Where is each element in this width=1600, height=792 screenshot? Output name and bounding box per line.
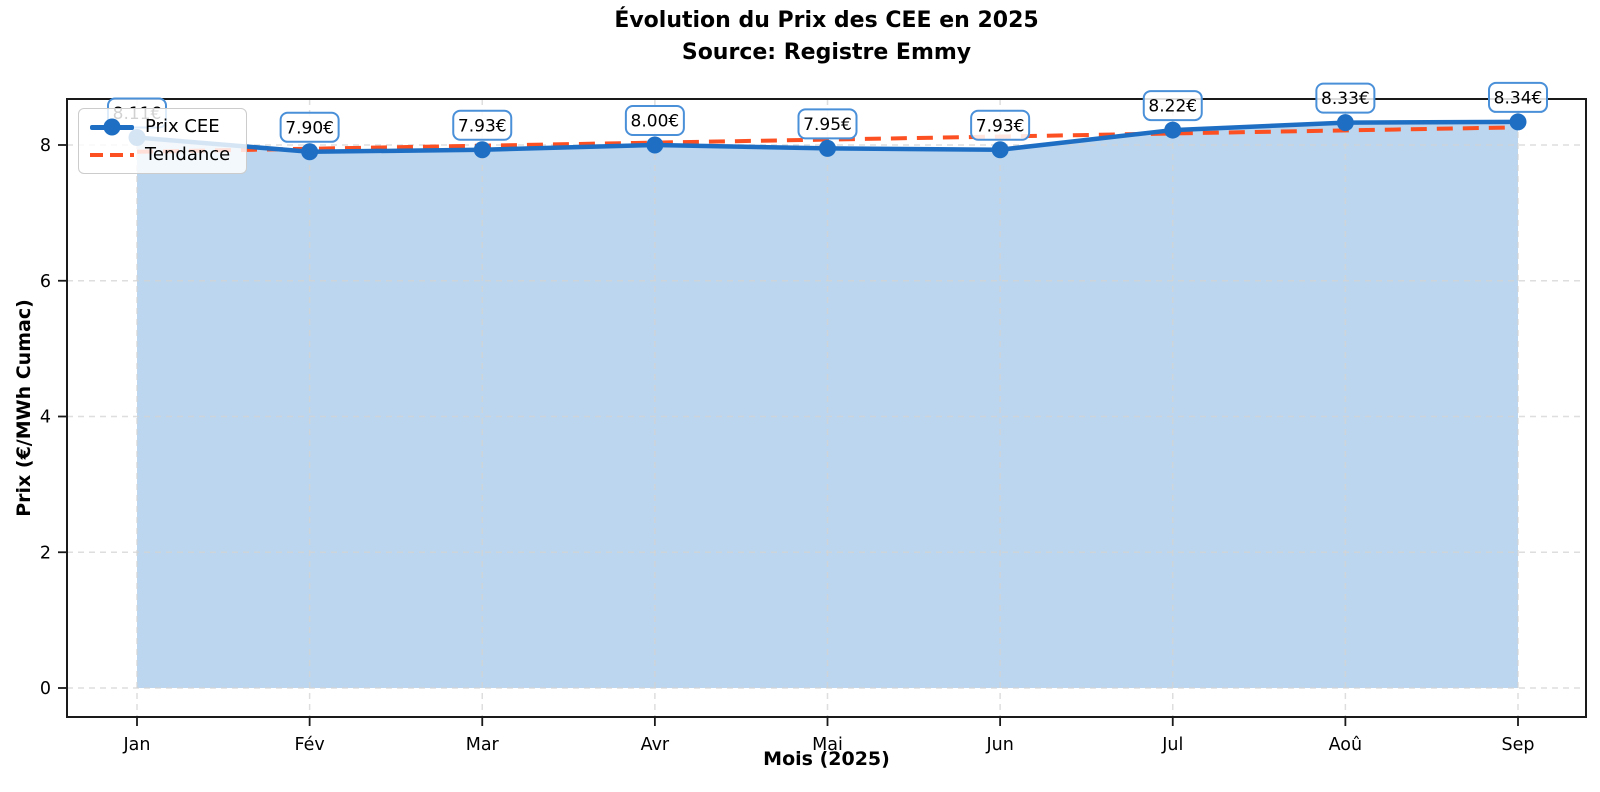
data-label-box [279, 111, 340, 143]
data-label: 7.93€ [976, 116, 1025, 136]
data-label-box [452, 109, 513, 141]
legend: Prix CEE Tendance [78, 108, 248, 174]
x-tick-label: Jun [985, 735, 1013, 755]
x-tick-label: Mar [466, 735, 500, 755]
data-label: 7.90€ [285, 118, 334, 138]
trend-line [136, 125, 1519, 154]
x-tick-label: Mai [812, 735, 843, 755]
plot-border [66, 98, 1587, 718]
data-label: 7.95€ [803, 115, 852, 135]
x-tick-label: Fév [295, 735, 325, 755]
legend-item-tendance: Tendance [90, 144, 230, 166]
data-label-box [1142, 90, 1203, 122]
legend-label-tendance: Tendance [145, 144, 231, 165]
x-tick-label: Jan [123, 735, 151, 755]
data-label-box [624, 105, 685, 136]
data-point-marker [991, 141, 1009, 159]
data-point-marker [646, 136, 664, 154]
y-tick-label: 8 [40, 136, 51, 156]
x-tick-label: Jul [1161, 735, 1183, 755]
marker-dot-icon [103, 118, 121, 136]
data-label-box [970, 109, 1031, 141]
x-tick-label: Avr [641, 735, 670, 755]
y-tick-label: 2 [40, 543, 51, 563]
data-label-box [1488, 81, 1548, 113]
data-label: 8.00€ [631, 112, 680, 132]
data-label: 8.22€ [1148, 97, 1197, 117]
data-label-box [797, 108, 858, 140]
dashed-line-swatch-icon [90, 153, 134, 157]
y-axis-label: Prix (€/MWh Cumac) [13, 299, 35, 517]
data-label: 7.93€ [458, 116, 507, 136]
legend-label-prix-cee: Prix CEE [145, 116, 220, 137]
data-point-marker [1336, 114, 1354, 132]
legend-item-prix-cee: Prix CEE [90, 116, 230, 138]
y-tick-label: 6 [40, 272, 51, 292]
data-point-marker [301, 143, 319, 161]
data-point-marker [1509, 113, 1527, 131]
x-tick-label: Aoû [1329, 735, 1362, 755]
data-label: 8.33€ [1321, 89, 1370, 109]
data-point-marker [819, 139, 836, 157]
area-fill [137, 121, 1518, 689]
x-tick-label: Sep [1502, 735, 1535, 755]
line-with-marker-swatch-icon [90, 118, 134, 136]
data-label: 8.34€ [1494, 88, 1543, 108]
y-tick-label: 0 [40, 679, 51, 699]
data-point-marker [473, 141, 491, 159]
x-axis-label: Mois (2025) [763, 748, 890, 770]
data-point-marker [1164, 121, 1182, 139]
y-tick-label: 4 [40, 408, 51, 428]
data-label-box [1315, 82, 1376, 114]
